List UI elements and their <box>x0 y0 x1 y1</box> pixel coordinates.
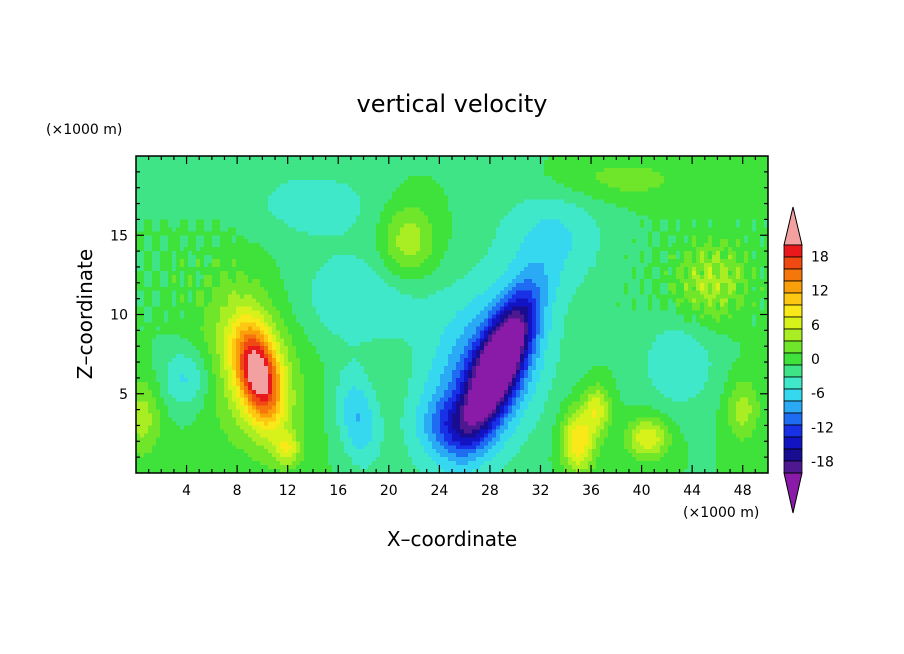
x-unit-label: (×1000 m) <box>683 505 759 521</box>
colorbar-tick-label: 18 <box>811 249 829 265</box>
colorbar-segment <box>783 304 803 318</box>
x-tick-label: 44 <box>683 483 701 499</box>
colorbar-segment <box>783 352 803 366</box>
x-tick-label: 40 <box>633 483 651 499</box>
plot-area <box>135 155 769 474</box>
colorbar-segment <box>783 424 803 438</box>
x-tick-label: 32 <box>532 483 550 499</box>
colorbar-segment <box>783 388 803 402</box>
x-tick-label: 16 <box>329 483 347 499</box>
x-tick-label: 28 <box>481 483 499 499</box>
colorbar-tick-label: -12 <box>811 420 834 436</box>
x-tick-label: 20 <box>380 483 398 499</box>
colorbar-segment <box>783 244 803 258</box>
x-tick-label: 36 <box>582 483 600 499</box>
colorbar-segment <box>783 328 803 342</box>
x-tick-label: 24 <box>430 483 448 499</box>
colorbar-tick-label: 6 <box>811 318 820 334</box>
colorbar-segment <box>783 364 803 378</box>
colorbar-tick-label: -6 <box>811 386 825 402</box>
colorbar-segment <box>783 448 803 462</box>
colorbar-segment <box>783 460 803 474</box>
y-unit-label: (×1000 m) <box>46 122 122 138</box>
colorbar-top-arrow <box>783 206 803 246</box>
y-tick-label: 5 <box>119 387 128 403</box>
colorbar-segment <box>783 292 803 306</box>
colorbar-tick-label: 0 <box>811 352 820 368</box>
x-tick-label: 12 <box>279 483 297 499</box>
colorbar-segment <box>783 340 803 354</box>
x-axis-label: X–coordinate <box>387 527 517 551</box>
colorbar-segment <box>783 436 803 450</box>
colorbar: 18 12 6 0 -6 -12 -18 <box>783 206 834 514</box>
colorbar-segment <box>783 268 803 282</box>
colorbar-tick-label: 12 <box>811 284 829 300</box>
colorbar-segment <box>783 376 803 390</box>
colorbar-segment <box>783 280 803 294</box>
x-tick-label: 4 <box>182 483 191 499</box>
colorbar-segment <box>783 256 803 270</box>
colorbar-bottom-arrow <box>783 472 803 514</box>
y-axis-label: Z–coordinate <box>73 249 97 379</box>
y-tick-label: 10 <box>110 308 128 324</box>
y-tick-label: 15 <box>110 228 128 244</box>
x-tick-label: 48 <box>734 483 752 499</box>
colorbar-tick-label: -18 <box>811 455 834 471</box>
x-tick-label: 8 <box>233 483 242 499</box>
colorbar-segment <box>783 316 803 330</box>
colorbar-segment <box>783 412 803 426</box>
x-axis: 4 8 12 16 20 24 28 32 36 40 44 48 <box>148 156 756 499</box>
colorbar-segment <box>783 400 803 414</box>
chart-title: vertical velocity <box>357 90 548 118</box>
y-axis: 5 10 15 <box>110 171 768 458</box>
